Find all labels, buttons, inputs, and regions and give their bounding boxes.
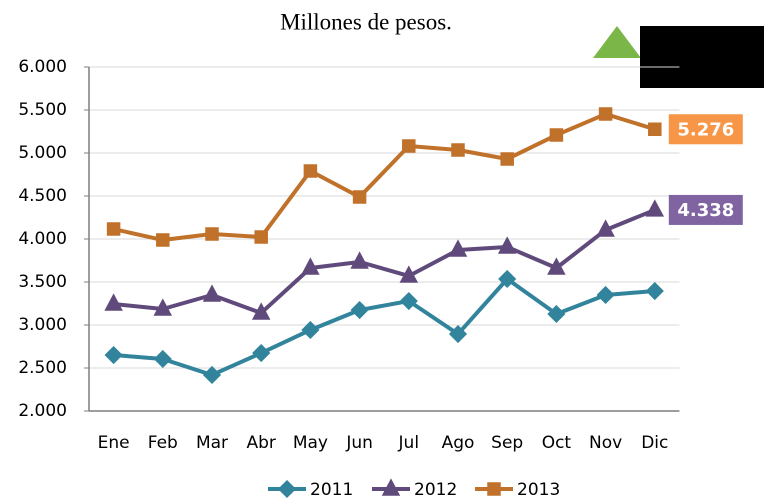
x-tick-label: Jul (398, 433, 420, 453)
y-tick-label: 3.000 (18, 315, 67, 335)
point-marker (500, 152, 514, 166)
point-marker (153, 349, 172, 369)
x-tick-label: May (293, 433, 328, 453)
point-marker (547, 257, 566, 275)
point-marker (648, 122, 662, 137)
point-marker (156, 233, 170, 247)
point-marker (254, 230, 268, 244)
point-marker (104, 293, 123, 311)
y-tick-label: 2.500 (18, 358, 67, 378)
x-tick-label: Feb (148, 433, 178, 453)
chart-title: Millones de pesos. (280, 9, 452, 34)
value-label-box (668, 114, 743, 145)
point-marker (645, 199, 665, 217)
point-marker (645, 281, 664, 301)
point-marker (402, 139, 416, 153)
legend-marker (381, 478, 401, 496)
point-marker (350, 251, 369, 269)
value-label: 5.276 (677, 119, 734, 140)
y-tick-label: 5.000 (18, 143, 67, 163)
x-tick-label: Sep (491, 433, 523, 453)
value-label: 4.338 (677, 200, 734, 221)
x-tick-label: Nov (589, 433, 622, 453)
point-marker (448, 324, 468, 344)
y-tick-label: 6.000 (18, 57, 67, 77)
point-marker (106, 222, 121, 236)
legend-label: 2012 (414, 480, 457, 500)
point-marker (498, 269, 517, 289)
point-marker (202, 365, 222, 385)
series-line (113, 112, 656, 243)
y-tick-label: 4.500 (18, 186, 67, 206)
point-marker (205, 227, 219, 241)
y-tick-label: 3.500 (18, 272, 67, 292)
point-marker (352, 190, 367, 204)
point-marker (350, 300, 369, 320)
x-tick-label: Oct (542, 433, 572, 453)
point-marker (399, 265, 419, 283)
x-tick-label: Mar (196, 433, 228, 453)
legend-label: 2011 (310, 480, 353, 500)
point-marker (104, 345, 123, 365)
x-tick-label: Dic (641, 433, 668, 453)
value-label-box (668, 194, 743, 225)
point-marker (202, 284, 222, 302)
point-marker (451, 143, 465, 157)
series-line (113, 208, 656, 315)
y-tick-label: 2.000 (18, 401, 67, 421)
legend-label: 2013 (517, 480, 560, 500)
x-tick-label: Abr (246, 433, 275, 453)
point-marker (303, 164, 318, 178)
decor-triangle (593, 26, 641, 58)
point-marker (598, 107, 613, 121)
point-marker (596, 219, 615, 237)
x-tick-label: Ene (98, 433, 130, 453)
x-tick-label: Ago (442, 433, 475, 453)
point-marker (301, 257, 320, 275)
y-tick-label: 4.000 (18, 229, 67, 249)
point-marker (547, 304, 566, 324)
y-tick-label: 5.500 (18, 100, 67, 120)
point-marker (596, 285, 615, 305)
decor-box (640, 26, 764, 88)
point-marker (153, 298, 173, 316)
point-marker (399, 291, 418, 311)
legend-marker (487, 482, 501, 496)
series-line (113, 276, 655, 377)
legend-marker (277, 479, 297, 499)
point-marker (549, 128, 564, 142)
point-marker (252, 343, 271, 363)
point-marker (448, 239, 468, 257)
point-marker (497, 236, 517, 254)
point-marker (251, 302, 271, 320)
x-tick-label: Jun (345, 433, 373, 453)
point-marker (301, 320, 320, 340)
